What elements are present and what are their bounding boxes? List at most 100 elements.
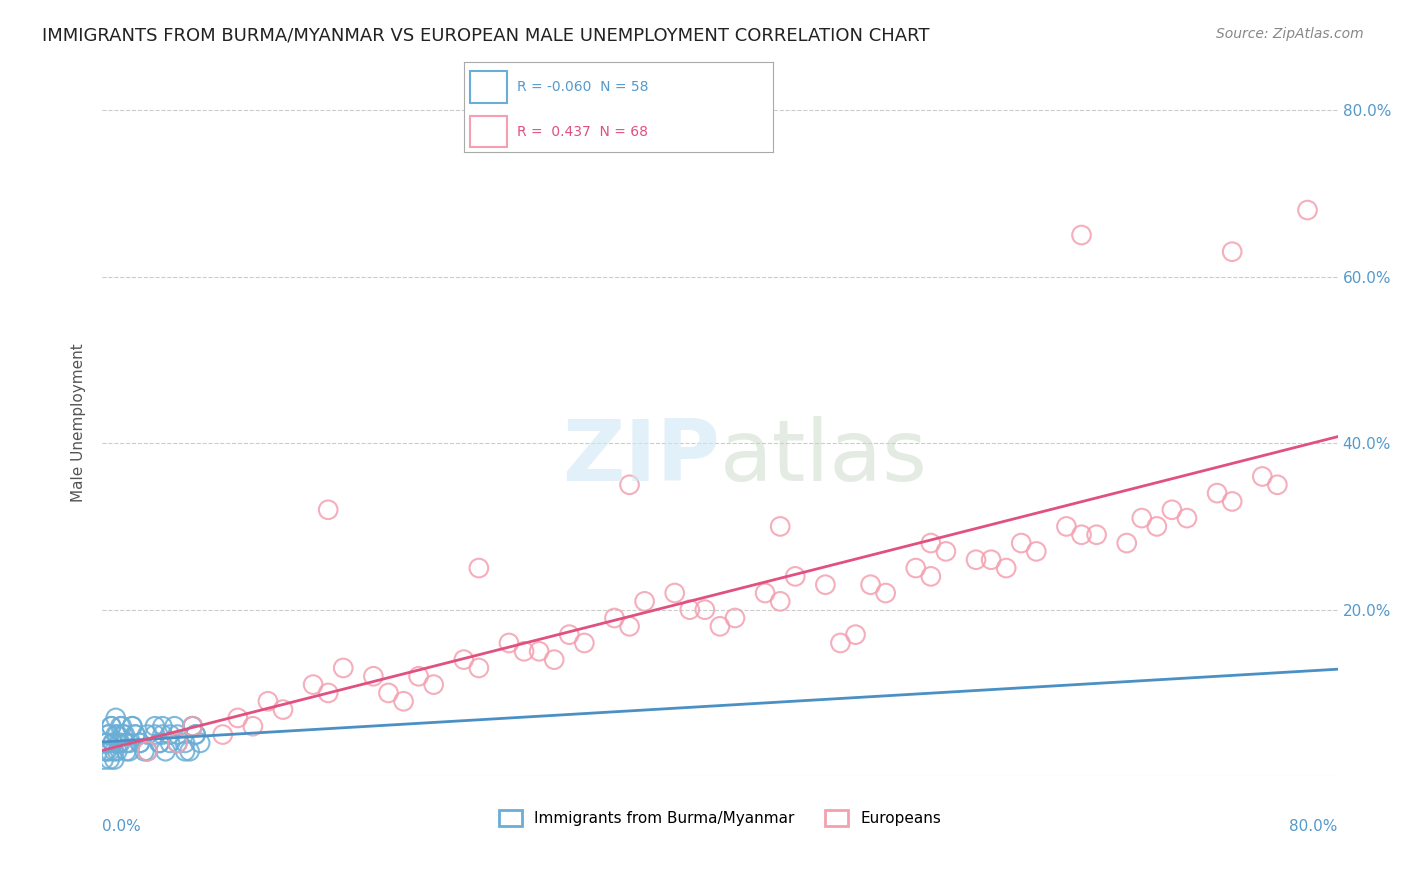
Point (1115, 536, 1137, 550)
Point (513, 644, 536, 658)
Point (754, 586, 776, 600)
Point (468, 661, 491, 675)
Point (174, 744, 197, 758)
Point (363, 669, 385, 683)
Point (181, 719, 204, 733)
Point (664, 586, 686, 600)
Point (152, 719, 174, 733)
Point (124, 727, 146, 741)
Point (136, 744, 159, 758)
Point (107, 736, 129, 750)
Point (558, 627, 581, 641)
Point (574, 636, 596, 650)
Point (709, 619, 731, 633)
Point (814, 577, 837, 591)
Point (163, 719, 186, 733)
Point (422, 677, 444, 691)
Point (693, 602, 716, 616)
Point (118, 744, 141, 758)
Point (121, 719, 143, 733)
Point (316, 502, 339, 516)
Point (302, 677, 325, 691)
Point (408, 669, 430, 683)
Point (468, 561, 491, 575)
Point (184, 727, 207, 741)
Text: ZIP: ZIP (562, 417, 720, 500)
Point (97, 727, 120, 741)
Point (453, 652, 475, 666)
Point (96, 744, 118, 758)
Point (166, 736, 188, 750)
Point (136, 727, 159, 741)
Text: 0.0%: 0.0% (103, 819, 141, 834)
Point (1161, 502, 1184, 516)
Point (134, 744, 156, 758)
Point (1251, 469, 1274, 483)
Text: Source: ZipAtlas.com: Source: ZipAtlas.com (1216, 27, 1364, 41)
Y-axis label: Male Unemployment: Male Unemployment (72, 343, 86, 501)
Point (920, 569, 942, 583)
Point (152, 727, 174, 741)
Point (211, 727, 233, 741)
Point (98, 744, 121, 758)
Point (174, 736, 197, 750)
Point (1130, 511, 1153, 525)
Point (115, 736, 138, 750)
Point (1206, 486, 1229, 500)
Text: 80.0%: 80.0% (1289, 819, 1337, 834)
Point (1025, 544, 1047, 558)
Point (121, 719, 143, 733)
Point (128, 736, 150, 750)
Point (633, 594, 655, 608)
Point (94, 744, 117, 758)
Point (1220, 494, 1243, 508)
Text: R =  0.437  N = 68: R = 0.437 N = 68 (516, 125, 648, 139)
Point (859, 577, 882, 591)
Point (1220, 244, 1243, 259)
Point (769, 519, 792, 533)
Point (995, 561, 1018, 575)
Point (619, 477, 641, 491)
Point (118, 736, 141, 750)
Point (980, 552, 1002, 566)
Point (104, 711, 127, 725)
Point (101, 736, 124, 750)
Point (100, 719, 122, 733)
Point (1054, 519, 1077, 533)
Point (103, 744, 125, 758)
Point (105, 727, 128, 741)
Point (110, 719, 132, 733)
Point (1267, 477, 1289, 491)
Point (603, 611, 626, 625)
Bar (470, 116, 508, 147)
Point (785, 569, 807, 583)
Point (96, 736, 118, 750)
Point (98, 753, 121, 767)
Point (844, 627, 866, 641)
Point (166, 727, 188, 741)
Point (242, 719, 264, 733)
Point (226, 711, 249, 725)
Point (188, 736, 211, 750)
Point (105, 744, 128, 758)
Point (128, 736, 150, 750)
Point (184, 727, 207, 741)
Point (136, 744, 159, 758)
Point (159, 736, 181, 750)
Point (498, 636, 520, 650)
Point (965, 552, 987, 566)
Point (179, 744, 201, 758)
Bar (470, 71, 508, 103)
Point (1175, 511, 1198, 525)
Point (100, 719, 122, 733)
Point (1070, 227, 1092, 242)
Point (93, 753, 115, 767)
Point (181, 719, 204, 733)
Point (94, 736, 117, 750)
Point (935, 544, 957, 558)
Point (114, 727, 136, 741)
Point (543, 652, 565, 666)
Text: R = -0.060  N = 58: R = -0.060 N = 58 (516, 80, 648, 95)
Legend: Immigrants from Burma/Myanmar, Europeans: Immigrants from Burma/Myanmar, Europeans (492, 804, 948, 832)
Point (1010, 536, 1032, 550)
